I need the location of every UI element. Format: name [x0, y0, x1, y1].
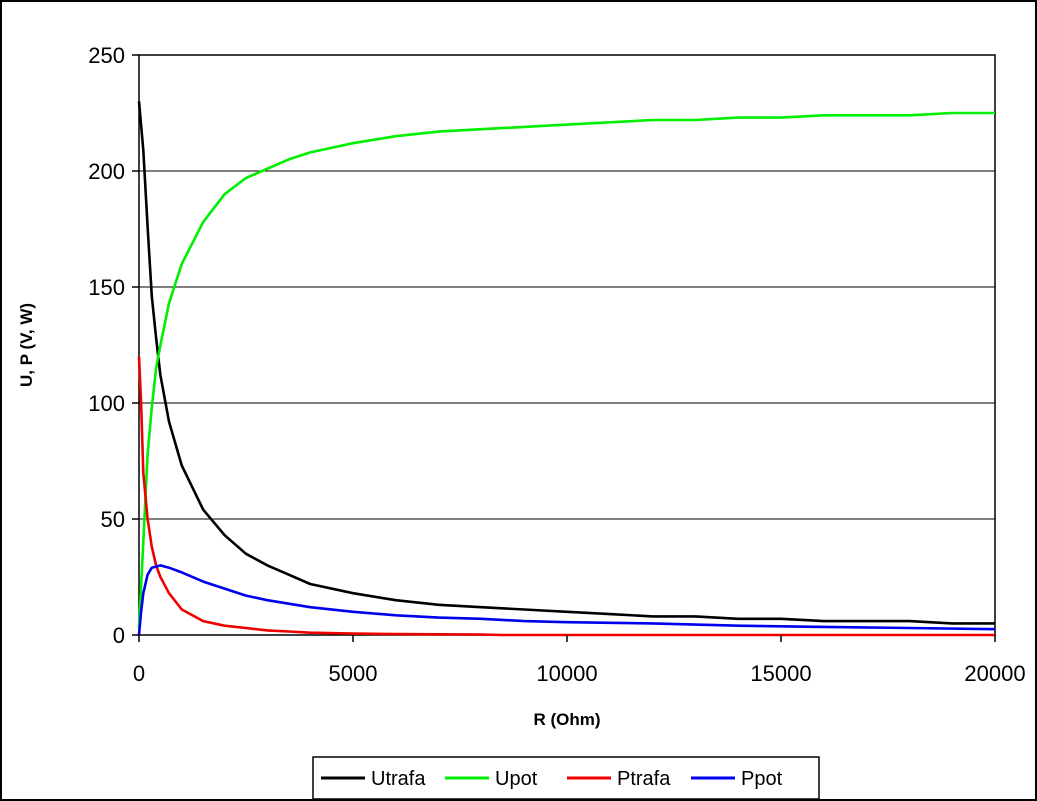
legend-label: Upot	[495, 768, 538, 790]
y-axis-title: U, P (V, W)	[17, 303, 36, 387]
y-tick-label: 100	[88, 391, 125, 416]
x-tick-label: 5000	[329, 661, 378, 686]
x-tick-label: 20000	[964, 661, 1025, 686]
legend-label: Ptrafa	[617, 768, 671, 790]
x-axis-title: R (Ohm)	[533, 710, 600, 729]
y-tick-label: 50	[101, 507, 125, 532]
y-tick-label: 250	[88, 43, 125, 68]
series-line-ppot	[137, 564, 996, 636]
y-tick-label: 200	[88, 159, 125, 184]
y-tick-label: 150	[88, 275, 125, 300]
series-line-utrafa	[137, 101, 995, 625]
y-tick-label: 0	[113, 623, 125, 648]
series-lines	[137, 101, 996, 637]
legend: Utrafa Upot Ptrafa Ppot	[312, 756, 820, 800]
tick-labels: 0 50 100 150 200 250 0 5000 10000 15000 20000	[88, 43, 1025, 686]
x-tick-label: 15000	[750, 661, 811, 686]
legend-label: Utrafa	[371, 768, 426, 790]
legend-label: Ppot	[741, 768, 783, 790]
x-tick-label: 10000	[536, 661, 597, 686]
axes	[132, 54, 996, 642]
x-tick-label: 0	[133, 661, 145, 686]
series-line-ptrafa	[137, 356, 995, 637]
series-line-upot	[137, 111, 995, 629]
